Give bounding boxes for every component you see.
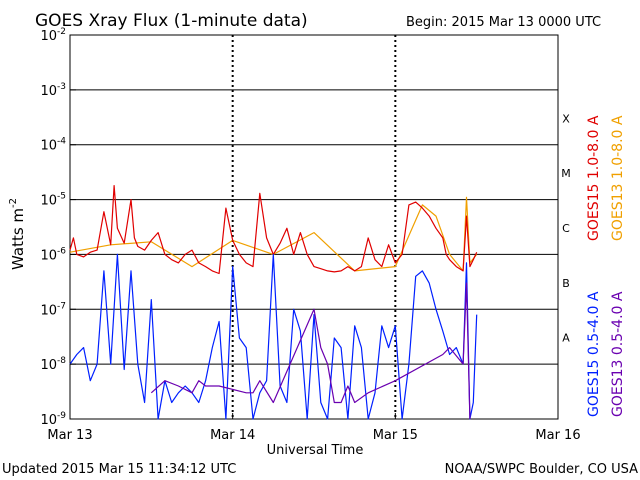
- chart-title: GOES Xray Flux (1-minute data): [35, 11, 308, 31]
- flare-class-label: M: [561, 167, 571, 180]
- svg-text:Watts m-2: Watts m-2: [8, 198, 27, 270]
- plot-area: A B C M X: [69, 34, 571, 420]
- series-layer: [69, 185, 478, 420]
- legend-entry: GOES15 0.5-4.0 A: [586, 291, 602, 417]
- flare-class-labels: A B C M X: [561, 112, 571, 344]
- begin-label: Begin: 2015 Mar 13 0000 UTC: [406, 15, 601, 30]
- flare-class-label: C: [562, 222, 570, 235]
- y-axis-ticks: 10-9 10-8 10-7 10-6 10-5 10-4 10-3 10-2: [40, 27, 76, 428]
- legend-entry: GOES13 0.5-4.0 A: [610, 291, 626, 417]
- x-tick-label: Mar 13: [47, 428, 92, 443]
- day-boundary-lines: [231, 35, 397, 419]
- legend: GOES15 1.0-8.0 A GOES13 1.0-8.0 A GOES15 0…: [586, 115, 626, 417]
- legend-entry: GOES15 1.0-8.0 A: [586, 115, 602, 241]
- y-tick-label: 10-9: [40, 411, 66, 428]
- y-tick-label: 10-7: [40, 301, 66, 318]
- y-tick-label: 10-8: [40, 356, 66, 373]
- flare-class-label: B: [562, 277, 570, 290]
- y-tick-label: 10-6: [40, 246, 66, 263]
- x-axis-ticks: Mar 13 Mar 14 Mar 15 Mar 16: [47, 413, 581, 443]
- flare-class-label: X: [562, 112, 570, 125]
- y-tick-label: 10-3: [40, 82, 66, 99]
- flare-class-label: A: [562, 332, 570, 345]
- plot-frame: [69, 34, 559, 420]
- x-axis-label: Universal Time: [267, 443, 364, 458]
- x-tick-label: Mar 15: [373, 428, 418, 443]
- y-axis-label: Watts m-2: [8, 198, 27, 270]
- credit-label: NOAA/SWPC Boulder, CO USA: [445, 462, 638, 477]
- updated-timestamp: Updated 2015 Mar 15 11:34:12 UTC: [2, 462, 236, 477]
- legend-entry: GOES13 1.0-8.0 A: [610, 115, 626, 241]
- y-tick-label: 10-5: [40, 192, 66, 209]
- x-tick-label: Mar 16: [535, 428, 580, 443]
- y-axis-label-text: Watts m: [9, 208, 27, 270]
- x-tick-label: Mar 14: [210, 428, 255, 443]
- y-tick-label: 10-4: [40, 137, 66, 154]
- y-tick-label: 10-2: [40, 27, 66, 44]
- series-line-goes13-0-5-4-0-a: [150, 282, 471, 420]
- y-axis-label-exponent: -2: [8, 198, 19, 208]
- series-line-goes15-0-5-4-0-a: [69, 253, 478, 420]
